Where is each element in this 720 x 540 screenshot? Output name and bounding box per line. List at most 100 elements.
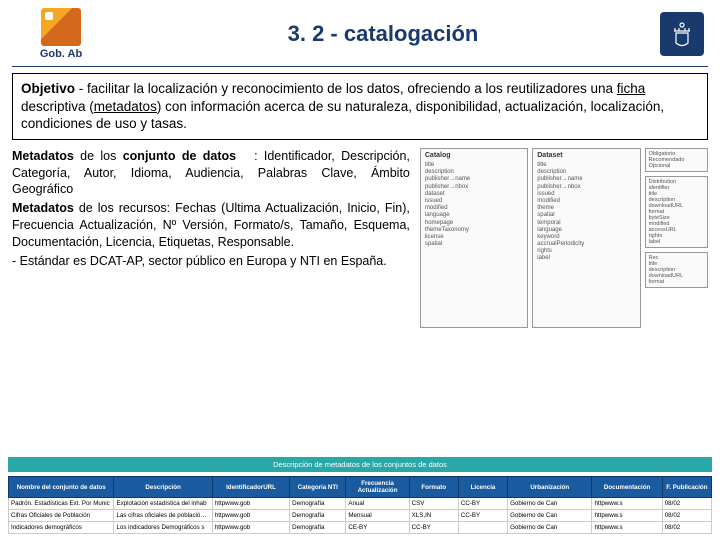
table-cell: httpwww.gob [212,522,289,534]
diagram-item: accrualPeriodicity [537,241,635,248]
dcol0-h: Catalog [425,152,523,160]
diagram-item: modified [537,198,635,205]
diagram-item: rights [537,248,635,255]
objective-t1: - facilitar la localización y reconocimi… [75,81,617,96]
table-cell: Demografía [290,510,346,522]
content-row: Metadatos de los conjunto de datos: Iden… [0,148,720,328]
gobab-logo-icon [41,8,81,46]
table-cell: CC-BY [458,510,507,522]
diagram-item: homepage [425,220,523,227]
diagram-col-catalog: Catalog titledescriptionpublisher→namepu… [420,148,528,328]
table-cell: 08/02 [662,522,711,534]
diagram-item: keyword [537,234,635,241]
table-cell [458,522,507,534]
diagram-item: description [425,169,523,176]
diagram-col-dataset: Dataset titledescriptionpublisher→namepu… [532,148,640,328]
diagram-item: themeTaxonomy [425,227,523,234]
table-cell: XLS,IN [409,510,458,522]
table-cell: CSV [409,498,458,510]
table-title: Descripción de metadatos de los conjunto… [8,457,712,472]
table-header-row: Nombre del conjunto de datosDescripciónI… [9,477,712,498]
metadata-table: Nombre del conjunto de datosDescripciónI… [8,476,712,534]
table-header: Frecuencia Actualización [346,477,409,498]
dcat-diagram: Catalog titledescriptionpublisher→namepu… [420,148,708,328]
shield-icon [660,12,704,56]
diagram-item: language [425,212,523,219]
table-header: Descripción [114,477,212,498]
md-p1-mid: de los [74,149,123,163]
objective-ficha: ficha [617,81,646,96]
md-p1-b2: conjunto de datos [123,149,236,163]
diagram-item: description [537,169,635,176]
diagram-rec: Rec titledescriptiondownloadURLformat [645,252,708,288]
table-cell: CC-BY [409,522,458,534]
diagram-item: publisher→name [537,176,635,183]
header-divider [12,66,708,67]
diagram-item: dataset [425,191,523,198]
diagram-item: label [649,239,704,245]
table-cell: Demografía [290,522,346,534]
objective-metadatos: metadatos [94,99,157,114]
table-header: Categoría NTI [290,477,346,498]
table-header: Urbanización [508,477,592,498]
metadata-text: Metadatos de los conjunto de datos: Iden… [12,148,410,328]
table-header: Documentación [592,477,662,498]
objective-lead: Objetivo [21,81,75,96]
diagram-item: publisher→nbox [537,184,635,191]
table-header: IdentificadorURL [212,477,289,498]
diagram-item: theme [537,205,635,212]
diagram-item: license [425,234,523,241]
table-cell: httpwww.gob [212,510,289,522]
page-title: 3. 2 - catalogación [106,21,660,47]
table-cell: Explotación estadística del inhab [114,498,212,510]
table-cell: httpwww.s [592,498,662,510]
logo-left: Gob. Ab [16,8,106,60]
table-header: Formato [409,477,458,498]
objective-t2: descriptiva ( [21,99,94,114]
table-cell: CE-BY [346,522,409,534]
diagram-item: spatial [425,241,523,248]
table-header: Nombre del conjunto de datos [9,477,114,498]
table-cell: 08/02 [662,510,711,522]
diagram-item: issued [537,191,635,198]
diagram-item: title [537,162,635,169]
md-p2-lead: Metadatos [12,201,74,215]
table-cell: Los indicadores Demográficos s [114,522,212,534]
objective-box: Objetivo - facilitar la localización y r… [12,73,708,140]
diagram-item: temporal [537,220,635,227]
diagram-top-label: Obligatorio Recomendado Opcional [645,148,708,172]
table-cell: Indicadores demográficos [9,522,114,534]
md-p3: - Estándar es DCAT-AP, sector público en… [12,253,410,270]
table-cell: Cifras Oficiales de Población [9,510,114,522]
diagram-item: format [649,279,704,285]
diagram-item: issued [425,198,523,205]
table-cell: 08/02 [662,498,711,510]
diagram-item: spatial [537,212,635,219]
diagram-item: publisher→nbox [425,184,523,191]
table-cell: Demografía [290,498,346,510]
table-cell: Anual [346,498,409,510]
diagram-item: label [537,255,635,262]
diagram-item: title [425,162,523,169]
table-cell: CC-BY [458,498,507,510]
table-cell: Gobierno de Can [508,510,592,522]
metadata-table-wrap: Descripción de metadatos de los conjunto… [8,457,712,534]
header: Gob. Ab 3. 2 - catalogación [0,0,720,64]
diagram-item: language [537,227,635,234]
table-cell: Gobierno de Can [508,498,592,510]
diagram-side: Obligatorio Recomendado Opcional Distrib… [645,148,708,328]
diagram-distribution: Distribution identifiertitledescriptiond… [645,176,708,248]
table-row: Cifras Oficiales de PoblaciónLas cifras … [9,510,712,522]
table-cell: Mensual [346,510,409,522]
table-cell: httpwww.s [592,510,662,522]
dcol1-h: Dataset [537,152,635,160]
table-cell: httpwww.gob [212,498,289,510]
logo-text: Gob. Ab [40,48,82,60]
table-cell: Las cifras oficiales de población de [114,510,212,522]
table-cell: Padrón. Estadísticas Ext. Por Munic [9,498,114,510]
md-p1-lead: Metadatos [12,149,74,163]
diagram-item: publisher→name [425,176,523,183]
table-cell: Gobierno de Can [508,522,592,534]
table-row: Padrón. Estadísticas Ext. Por MunicExplo… [9,498,712,510]
table-cell: httpwww.s [592,522,662,534]
